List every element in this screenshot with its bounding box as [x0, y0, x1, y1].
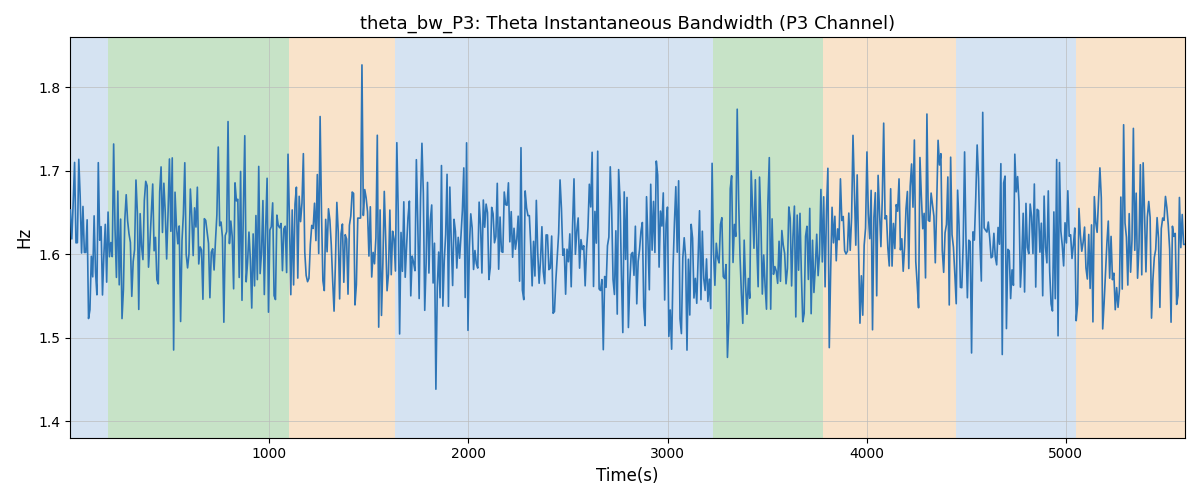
- Title: theta_bw_P3: Theta Instantaneous Bandwidth (P3 Channel): theta_bw_P3: Theta Instantaneous Bandwid…: [360, 15, 895, 34]
- Bar: [1075, 38, 1186, 438]
- Bar: [71, 38, 108, 438]
- Bar: [395, 38, 688, 438]
- Bar: [108, 38, 289, 438]
- Y-axis label: Hz: Hz: [14, 227, 32, 248]
- Bar: [956, 38, 1075, 438]
- X-axis label: Time(s): Time(s): [596, 467, 659, 485]
- Bar: [823, 38, 847, 438]
- Bar: [713, 38, 823, 438]
- Bar: [289, 38, 395, 438]
- Bar: [688, 38, 713, 438]
- Bar: [847, 38, 956, 438]
